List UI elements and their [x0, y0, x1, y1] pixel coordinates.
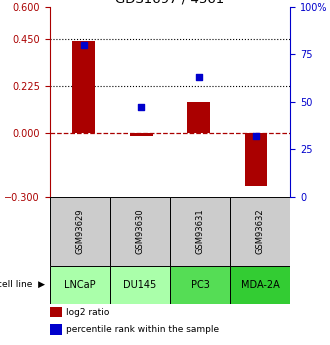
Bar: [130, 134, 153, 136]
Bar: [245, 134, 267, 186]
Bar: [50, 307, 61, 317]
Text: PC3: PC3: [191, 280, 210, 289]
Point: [139, 105, 144, 110]
Text: GSM93632: GSM93632: [256, 208, 265, 254]
Bar: [230, 266, 290, 304]
Bar: [50, 324, 61, 335]
Bar: [187, 102, 210, 134]
Text: GSM93630: GSM93630: [135, 208, 144, 254]
Text: MDA-2A: MDA-2A: [241, 280, 280, 289]
Text: GSM93631: GSM93631: [196, 208, 205, 254]
Bar: [170, 266, 230, 304]
Bar: [110, 197, 170, 266]
Text: DU145: DU145: [123, 280, 156, 289]
Text: cell line  ▶: cell line ▶: [0, 280, 45, 289]
Point: [196, 74, 201, 80]
Text: log2 ratio: log2 ratio: [66, 308, 110, 317]
Title: GDS1697 / 4561: GDS1697 / 4561: [115, 0, 225, 6]
Bar: [50, 266, 110, 304]
Bar: [73, 41, 95, 134]
Text: GSM93629: GSM93629: [75, 208, 84, 254]
Point: [81, 42, 86, 48]
Text: LNCaP: LNCaP: [64, 280, 95, 289]
Bar: [230, 197, 290, 266]
Bar: [110, 266, 170, 304]
Bar: [50, 197, 110, 266]
Point: [253, 133, 259, 139]
Text: percentile rank within the sample: percentile rank within the sample: [66, 325, 219, 334]
Bar: [170, 197, 230, 266]
